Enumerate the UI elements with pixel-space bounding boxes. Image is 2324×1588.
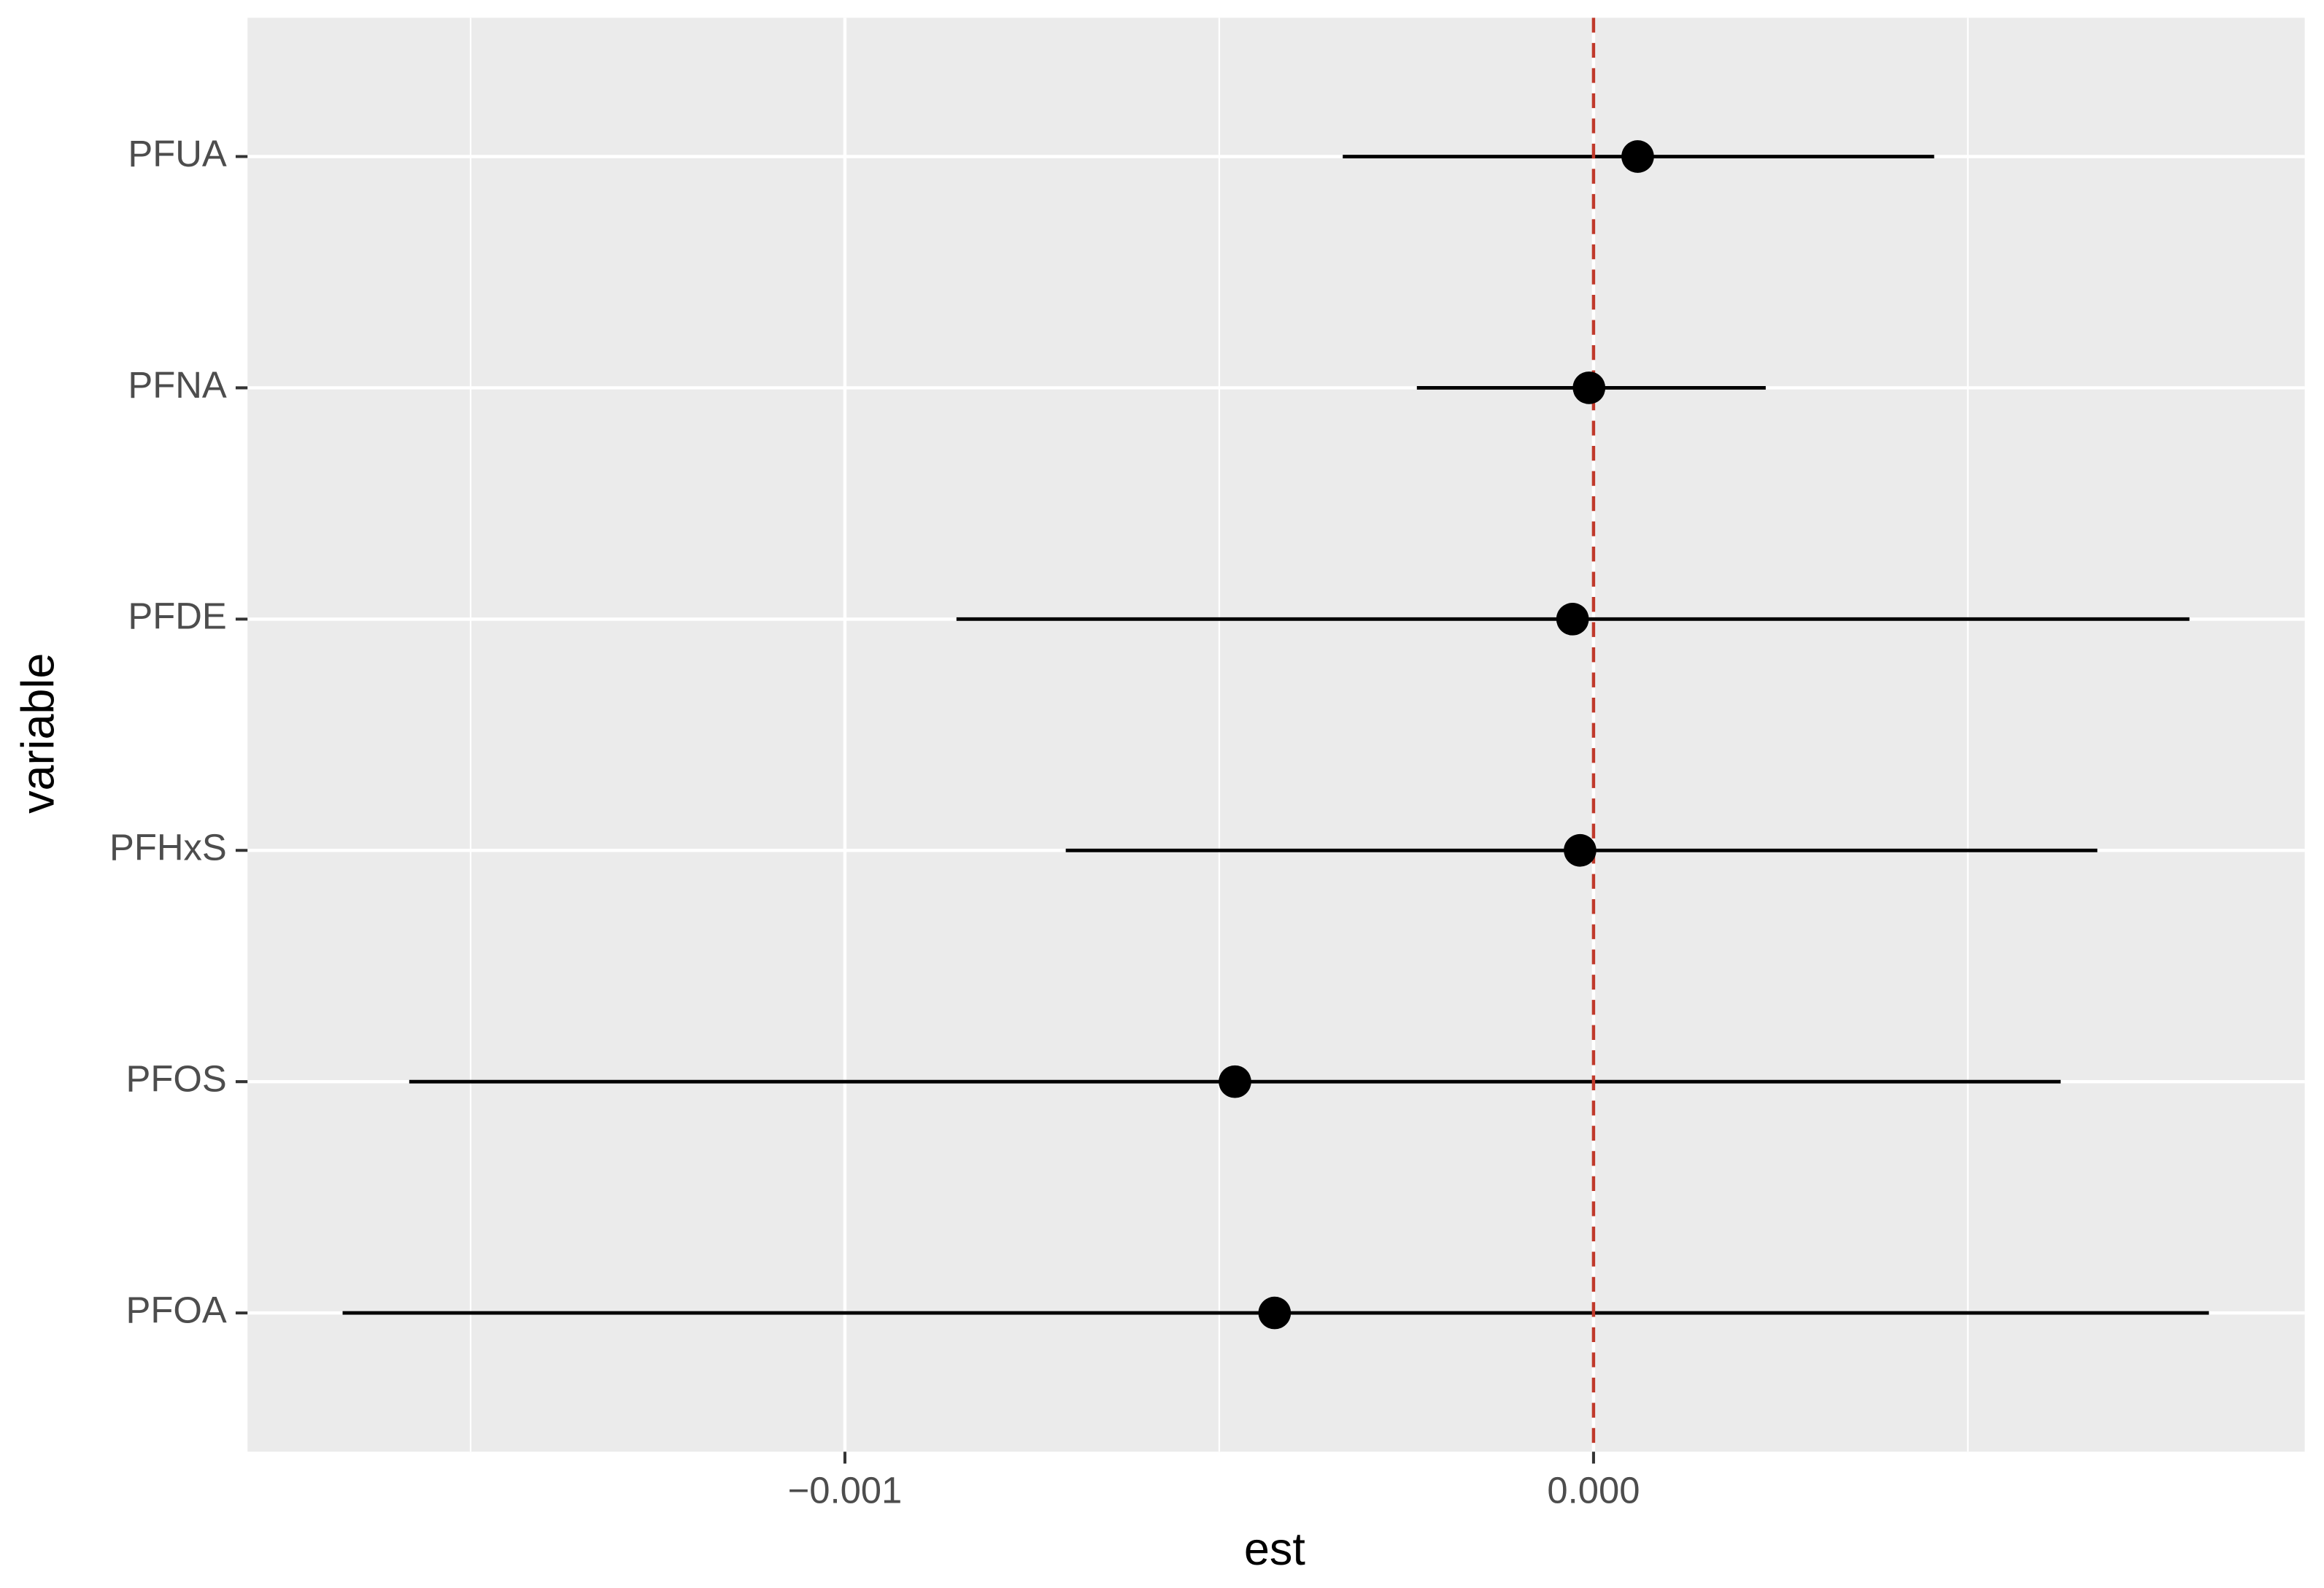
x-tick-label: 0.000 xyxy=(1547,1470,1640,1511)
y-tick-label: PFNA xyxy=(128,364,227,406)
point xyxy=(1572,371,1606,404)
point xyxy=(1556,603,1589,636)
y-axis-title: variable xyxy=(12,653,63,814)
x-tick-label: −0.001 xyxy=(788,1470,903,1511)
y-tick-label: PFHxS xyxy=(109,827,227,868)
point xyxy=(1219,1065,1251,1098)
y-tick-label: PFOS xyxy=(126,1058,227,1100)
y-tick-label: PFDE xyxy=(128,596,226,637)
x-axis-title: est xyxy=(1244,1524,1306,1575)
point xyxy=(1258,1296,1292,1330)
panel-background xyxy=(247,18,2305,1452)
y-tick-label: PFOA xyxy=(126,1290,227,1331)
y-tick-label: PFUA xyxy=(128,133,227,174)
point xyxy=(1564,833,1597,867)
point xyxy=(1621,140,1654,173)
